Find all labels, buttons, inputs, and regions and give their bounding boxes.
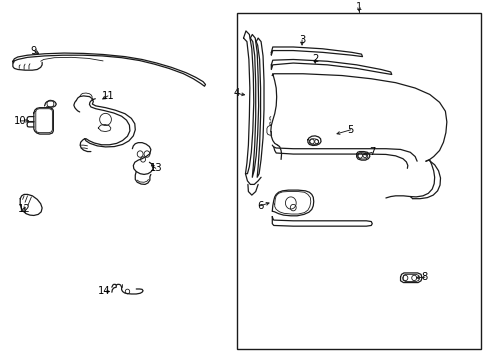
Text: 6: 6 xyxy=(256,201,263,211)
Text: 8: 8 xyxy=(421,272,427,282)
Text: 5: 5 xyxy=(347,125,353,135)
Text: 1: 1 xyxy=(355,2,362,12)
Bar xyxy=(237,13,480,348)
Text: 4: 4 xyxy=(233,89,239,98)
Text: 7: 7 xyxy=(368,147,375,157)
Text: 11: 11 xyxy=(102,91,114,101)
Text: 9: 9 xyxy=(31,46,37,55)
Text: 12: 12 xyxy=(18,204,30,215)
Text: 10: 10 xyxy=(14,116,26,126)
Text: 3: 3 xyxy=(298,35,305,45)
Text: 2: 2 xyxy=(311,54,318,64)
Text: 13: 13 xyxy=(149,163,162,174)
Text: 14: 14 xyxy=(98,287,111,297)
